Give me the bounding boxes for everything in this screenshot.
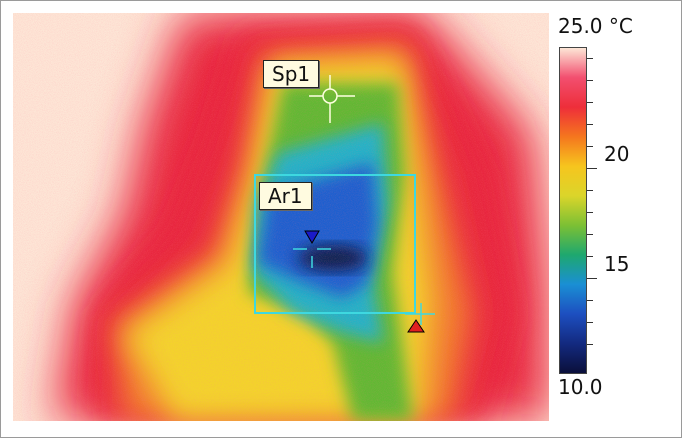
area-center-crosshair[interactable]: [293, 248, 331, 268]
max-crosshair: [405, 303, 435, 325]
scale-tick-mark: [587, 190, 593, 191]
scale-tick-mark: [587, 234, 593, 235]
scale-tick-mark: [587, 212, 593, 213]
scale-tick-mark: [587, 58, 593, 59]
scale-tick-mark: [587, 146, 593, 147]
spot-label[interactable]: Sp1: [263, 60, 320, 88]
color-scale-bar: [559, 47, 587, 374]
scale-tick-mark: [587, 278, 597, 279]
scale-tick-mark: [587, 344, 593, 345]
scale-tick-mark: [587, 102, 593, 103]
scale-tick-mark: [587, 124, 593, 125]
scale-min-label: 10.0: [558, 375, 603, 399]
scale-tick-label: 15: [604, 252, 630, 276]
scale-tick-mark: [587, 168, 597, 169]
scale-max-label: 25.0 °C: [558, 14, 633, 38]
scale-tick-mark: [587, 80, 593, 81]
triangle-down-icon: [304, 230, 320, 244]
scale-tick-label: 20: [604, 142, 630, 166]
area-label[interactable]: Ar1: [259, 182, 312, 210]
spot-crosshair[interactable]: [309, 75, 355, 123]
thermal-image[interactable]: Sp1 Ar1: [13, 13, 549, 421]
triangle-up-icon: [407, 319, 425, 333]
scale-tick-mark: [587, 300, 593, 301]
area-measurement-box[interactable]: [254, 174, 416, 314]
scale-tick-mark: [587, 256, 593, 257]
scale-tick-mark: [587, 322, 593, 323]
